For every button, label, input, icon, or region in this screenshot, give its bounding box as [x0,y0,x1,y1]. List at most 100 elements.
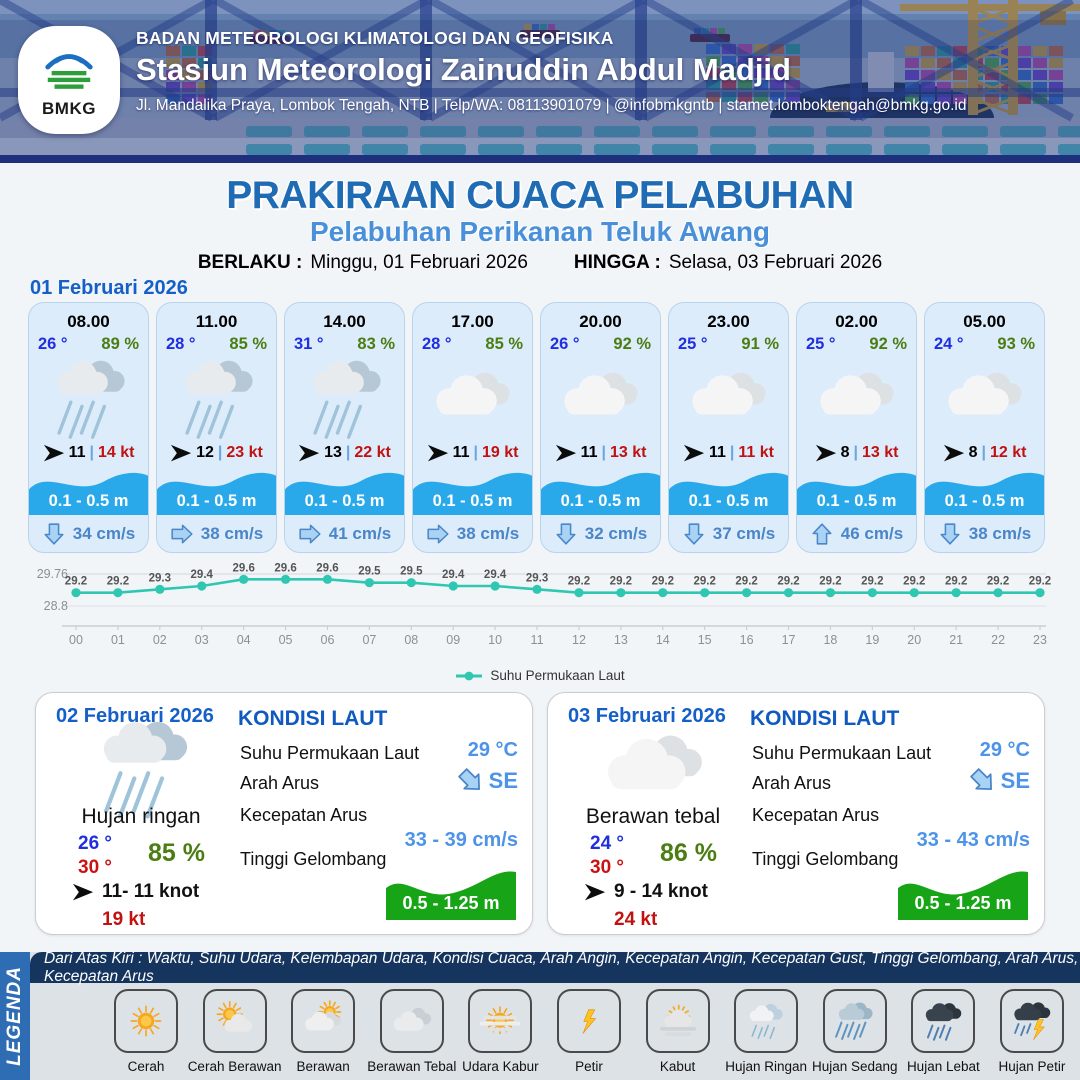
panel-humidity: 85 % [148,839,205,867]
svg-text:29.2: 29.2 [65,576,87,588]
card-temperature: 31 ° [294,335,324,353]
svg-text:02: 02 [153,633,167,647]
weather-icon [285,354,404,441]
card-temp-humidity: 24 ° 93 % [925,332,1044,354]
card-time: 11.00 [195,312,238,331]
card-wind-speed: 11 [709,444,726,461]
sea-conditions-title: KONDISI LAUT [238,707,388,730]
card-gust: 11 kt [738,444,774,461]
wave-shape [925,472,1044,516]
sst-chart-plot: 29.76 28.8 29.2 00 29.2 01 29.3 02 29.4 03 29.6 04 2… [37,562,1051,647]
svg-text:29.2: 29.2 [819,576,841,588]
card-wind-speed: 12 [196,444,214,461]
current-dir-value: SE [969,767,1030,795]
wind-direction-icon [43,443,65,463]
card-gust: 23 kt [226,444,263,461]
rain-moderate-icon [822,989,887,1053]
card-wave-height: 0.1 - 0.5 m [688,492,769,511]
card-wind-row: 11 | 11 kt [669,441,788,464]
svg-text:04: 04 [237,633,251,647]
card-humidity: 83 % [357,335,395,353]
daily-panel: 03 Februari 2026 Berawan tebal 24 ° 30 °… [547,692,1045,935]
legend-item: Cerah [104,989,188,1074]
card-wave-height: 0.1 - 0.5 m [944,492,1025,511]
svg-text:19: 19 [865,633,879,647]
svg-text:08: 08 [404,633,418,647]
card-temperature: 25 ° [678,335,708,353]
card-gust: 14 kt [97,444,135,461]
southeast-arrow-icon [457,767,485,795]
valid-from-value: Minggu, 01 Februari 2026 [310,252,528,273]
legend-item: Cerah Berawan [188,989,282,1074]
bmkg-logo-icon [45,53,93,89]
wind-direction-icon [943,443,965,463]
current-speed-value: 33 - 43 cm/s [916,829,1030,851]
fog-icon [645,989,710,1053]
card-wave-height: 0.1 - 0.5 m [560,492,641,511]
wave-shape [797,472,916,516]
panel-wave-height: 0.5 - 1.25 m [914,893,1012,913]
svg-text:29.6: 29.6 [232,562,254,574]
rain-thunder-icon [999,989,1064,1053]
card-temperature: 25 ° [806,335,836,353]
card-temp-humidity: 26 ° 89 % [29,332,148,354]
panel-gust: 24 kt [614,909,658,930]
card-time: 23.00 [707,312,750,331]
card-wind-speed: 11 [580,444,598,461]
card-humidity: 92 % [869,335,907,353]
card-wind-row: 11 | 13 kt [541,441,660,464]
card-gust: 22 kt [354,444,391,461]
legend-item-label: Cerah [127,1059,165,1074]
wave-height-band: 0.1 - 0.5 m [797,465,916,516]
cloud-sun-icon [291,989,356,1053]
valid-from-label: BERLAKU : [197,252,303,273]
rain-light-icon [734,989,799,1053]
card-temp-humidity: 26 ° 92 % [541,332,660,354]
panel-temp-min: 26 ° [78,833,113,854]
legend-item: Hujan Sedang [812,989,898,1074]
card-current-speed: 32 cm/s [584,523,648,543]
svg-text:06: 06 [321,633,335,647]
svg-text:18: 18 [823,633,837,647]
card-temperature: 24 ° [934,335,964,353]
svg-text:29.6: 29.6 [316,562,338,574]
card-current-row: 38 cm/s [925,515,1044,552]
svg-text:29.2: 29.2 [610,576,632,588]
chart-legend-label: Suhu Permukaan Laut [490,668,625,683]
forecast-card: 14.00 31 ° 83 % 13 | 22 kt 0.1 - 0.5 m 4… [284,302,405,553]
panel-temp-max: 30 ° [590,857,625,878]
sst-label: Suhu Permukaan Laut [240,743,420,763]
card-current-speed: 41 cm/s [328,523,392,543]
card-time: 17.00 [451,312,494,331]
wind-separator: | [217,444,223,461]
legend-items-row: Cerah Cerah Berawan Berawan Berawan Tebal Ud… [104,989,1074,1074]
daily-panels-row: 02 Februari 2026 Hujan ringan 26 ° 30 ° … [35,692,1045,935]
legend-item-label: Berawan [296,1059,350,1074]
card-time: 08.00 [67,312,110,331]
panel-gust: 19 kt [102,909,146,930]
weather-icon [413,354,532,441]
legend-item-label: Hujan Ringan [725,1059,808,1074]
wave-height-band: 0.1 - 0.5 m [541,465,660,516]
valid-to-value: Selasa, 03 Februari 2026 [668,252,883,273]
card-current-row: 41 cm/s [285,515,404,552]
wind-separator: | [601,444,606,461]
card-current-row: 32 cm/s [541,515,660,552]
page-subtitle: Pelabuhan Perikanan Teluk Awang [309,216,771,247]
wave-height-band: 0.1 - 0.5 m [29,465,148,516]
wave-shape [157,472,276,516]
card-current-speed: 38 cm/s [456,523,520,543]
weather-icon [541,354,660,441]
haze-icon [468,989,533,1053]
current-direction-icon [426,522,450,546]
card-humidity: 93 % [997,335,1035,353]
svg-text:29.2: 29.2 [987,576,1009,588]
card-time: 20.00 [579,312,622,331]
wave-shape [285,472,404,516]
panel-date: 03 Februari 2026 [568,705,726,727]
svg-text:16: 16 [740,633,754,647]
weather-icon [797,354,916,441]
rain-heavy-icon [911,989,976,1053]
card-temp-humidity: 31 ° 83 % [285,332,404,354]
